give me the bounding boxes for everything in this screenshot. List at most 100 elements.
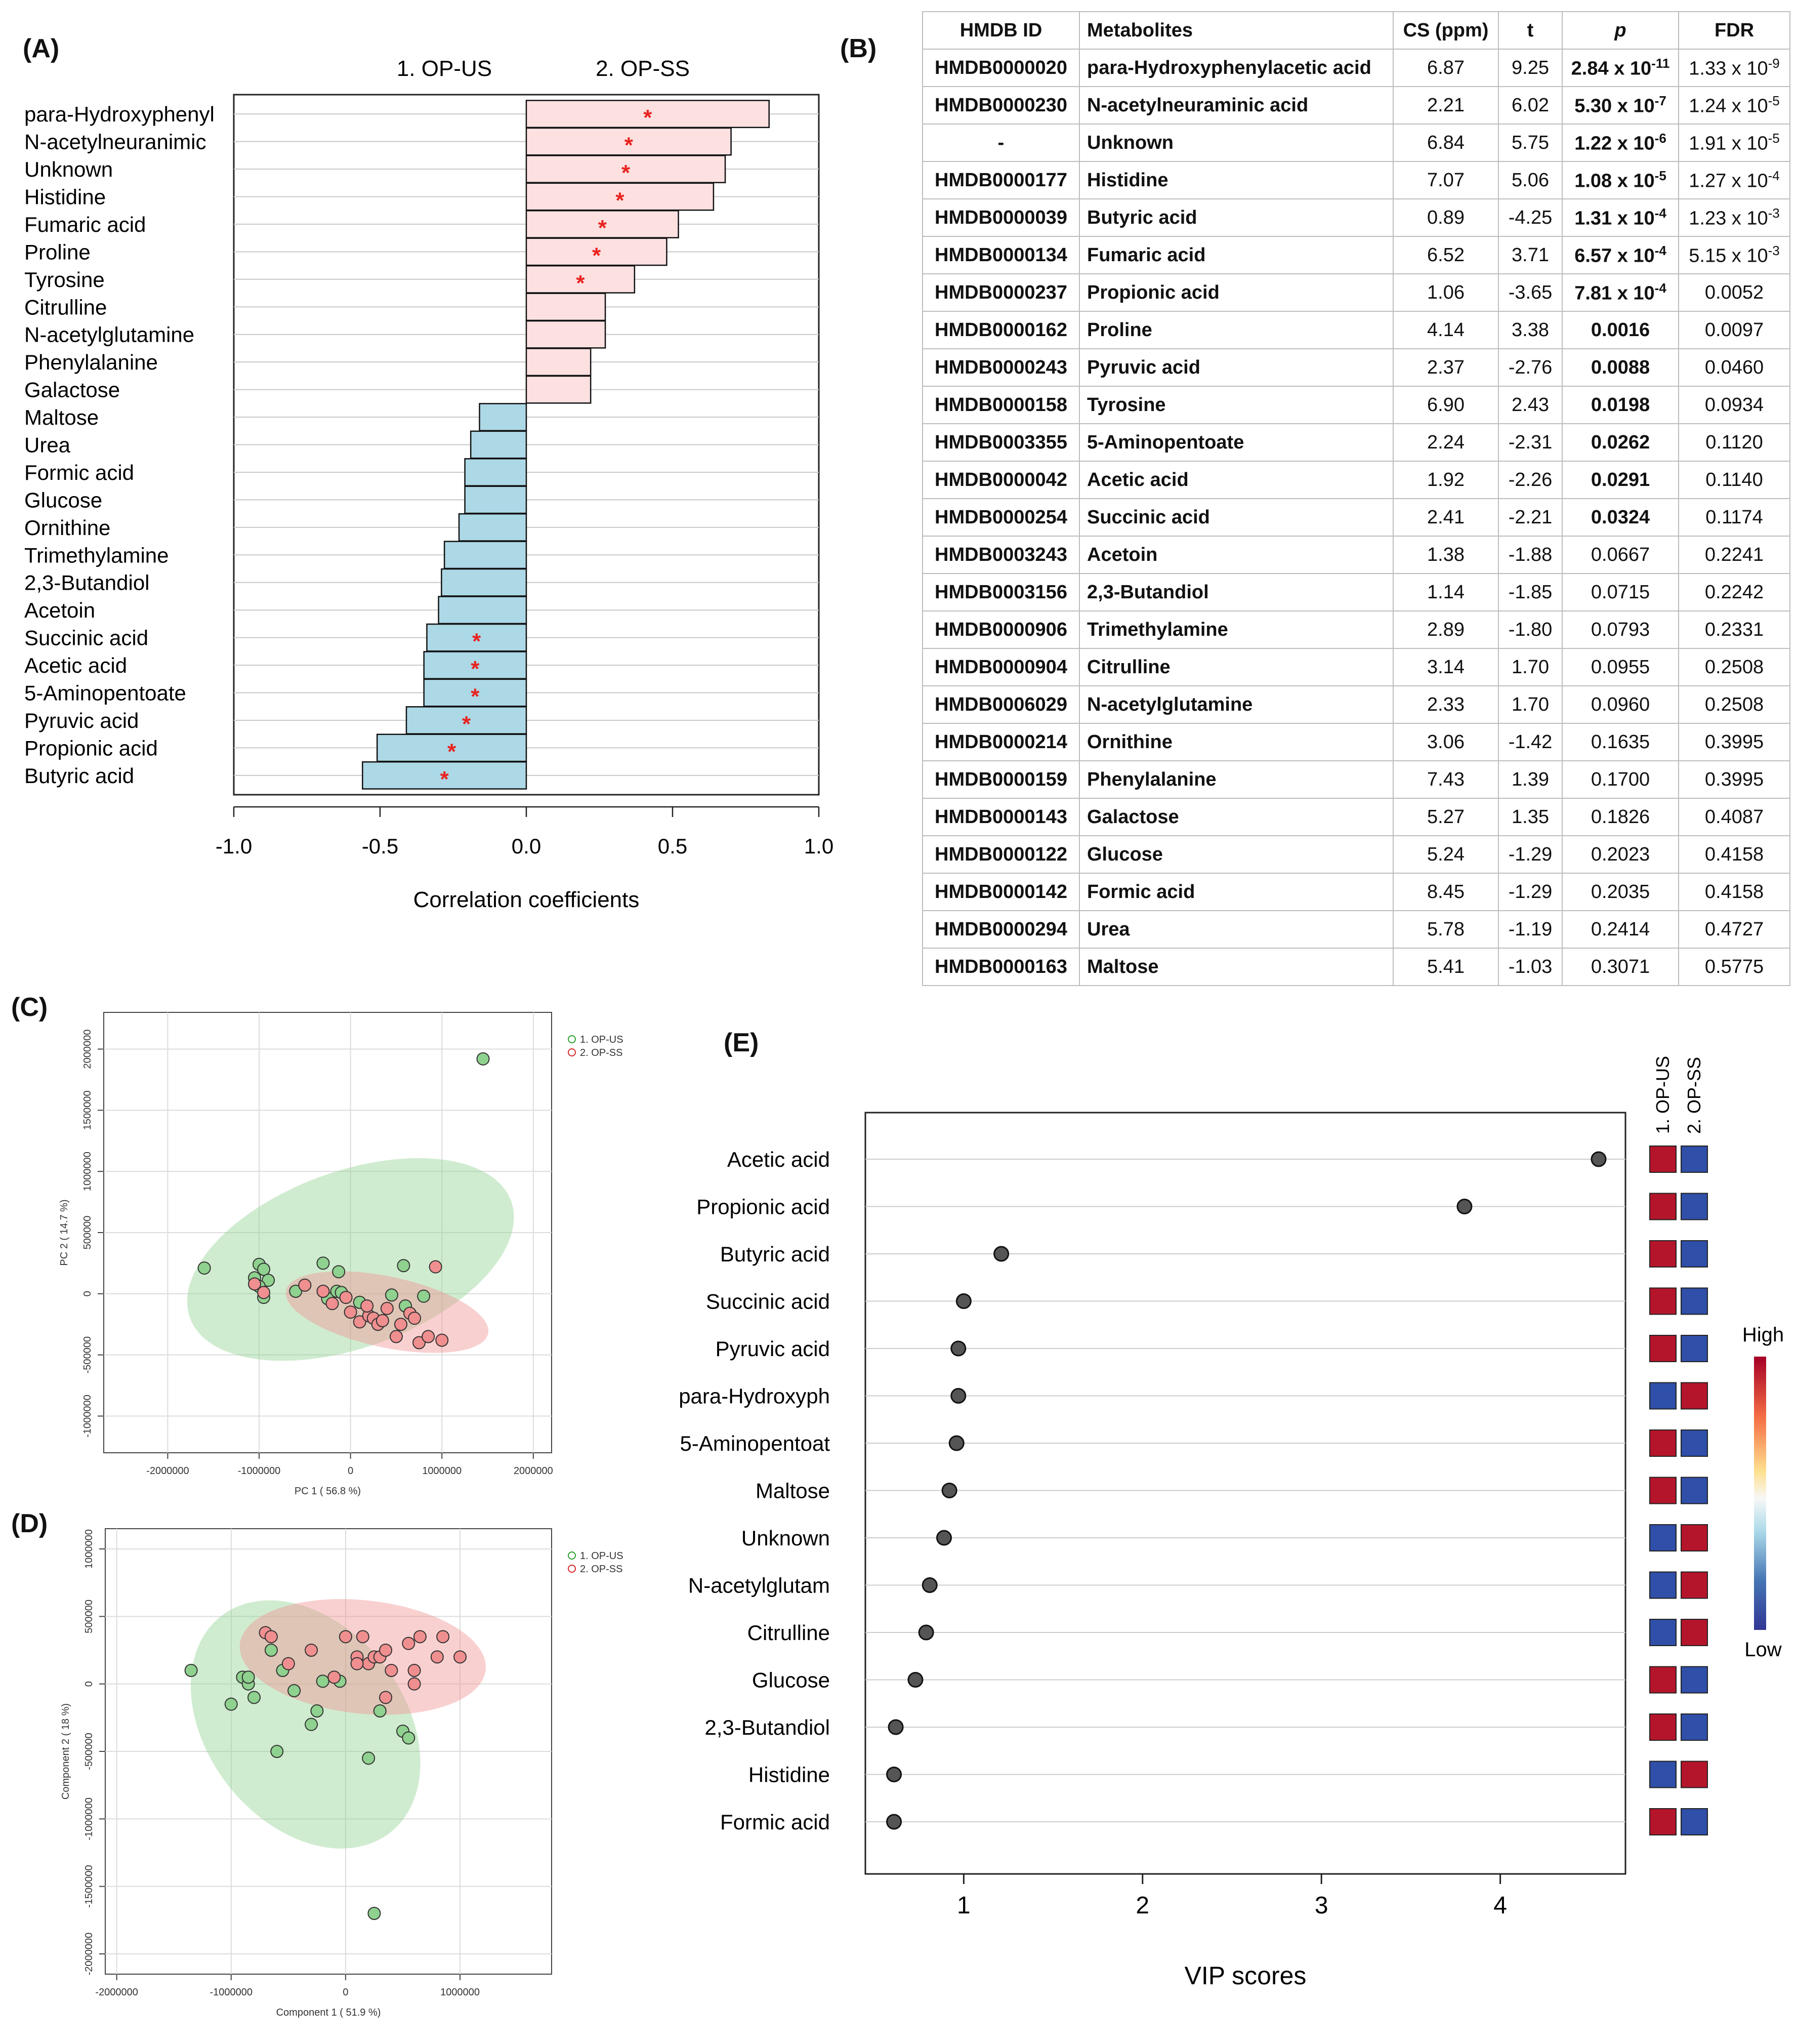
group-label: 1. OP-US bbox=[397, 56, 492, 81]
data-point-group-1 bbox=[264, 1644, 278, 1657]
hmdb-id-cell: HMDB0000163 bbox=[922, 948, 1080, 986]
significance-marker: * bbox=[471, 657, 480, 681]
metabolite-statistics-table: HMDB ID Metabolites CS (ppm) t p FDR HMD… bbox=[922, 11, 1790, 986]
fdr-cell: 0.4727 bbox=[1678, 910, 1790, 949]
data-point-group-2 bbox=[435, 1333, 449, 1347]
table-row: HMDB0000254 Succinic acid 2.41 -2.21 0.0324 0… bbox=[922, 498, 1790, 537]
p-value-cell-exponent: -6 bbox=[1654, 131, 1666, 146]
fdr-cell-mantissa: 0.2331 bbox=[1704, 619, 1764, 640]
t-value-cell: 9.25 bbox=[1498, 49, 1563, 87]
bar bbox=[525, 155, 726, 183]
hmdb-id-cell: HMDB0000177 bbox=[922, 161, 1080, 199]
heat-cell bbox=[1649, 1193, 1677, 1220]
y-axis-title: Component 2 ( 18 %) bbox=[60, 1703, 71, 1800]
correlation-bar-chart: 1. OP-US 2. OP-SS para-Hydroxyphenyl * N-ace… bbox=[24, 56, 833, 912]
metabolite-cell: Butyric acid bbox=[1079, 198, 1394, 237]
bar bbox=[525, 320, 606, 349]
p-value-cell-mantissa: 0.0262 bbox=[1591, 431, 1650, 453]
data-point-group-2 bbox=[380, 1301, 394, 1315]
fdr-cell: 5.15 x 10-3 bbox=[1678, 236, 1790, 274]
metabolite-cell: Glucose bbox=[1079, 835, 1394, 874]
x-tick-label: 0.0 bbox=[512, 834, 541, 858]
metabolite-cell: Maltose bbox=[1079, 948, 1394, 986]
table-row: HMDB0000134 Fumaric acid 6.52 3.71 6.57 x 10… bbox=[922, 236, 1790, 274]
x-tick-label: 4 bbox=[1493, 1892, 1507, 1919]
data-point-group-1 bbox=[197, 1261, 211, 1275]
p-value-cell-mantissa: 0.2035 bbox=[1591, 881, 1650, 903]
t-value-cell: -3.65 bbox=[1498, 273, 1563, 312]
heat-cell bbox=[1649, 1571, 1677, 1599]
fdr-cell-mantissa: 0.1120 bbox=[1705, 431, 1763, 453]
vip-point bbox=[948, 1435, 965, 1451]
y-tick-label: -1000000 bbox=[82, 1395, 93, 1438]
data-point-group-1 bbox=[289, 1285, 303, 1298]
heat-cell bbox=[1649, 1287, 1677, 1315]
column-header: Metabolites bbox=[1079, 11, 1394, 50]
category-label: Galactose bbox=[24, 378, 120, 402]
metabolite-cell: Fumaric acid bbox=[1079, 236, 1394, 274]
metabolite-cell: Tyrosine bbox=[1079, 386, 1394, 424]
data-point-group-2 bbox=[422, 1330, 435, 1343]
metabolite-cell: Acetic acid bbox=[1079, 461, 1394, 499]
heat-cell bbox=[1649, 1761, 1677, 1788]
vip-point bbox=[922, 1577, 938, 1593]
fdr-cell-mantissa: 0.2508 bbox=[1704, 656, 1764, 678]
p-value-cell: 0.0955 bbox=[1562, 648, 1679, 686]
y-tick-label: -500000 bbox=[82, 1336, 93, 1373]
panel-label-a: (A) bbox=[23, 34, 60, 63]
data-point-group-2 bbox=[248, 1277, 262, 1291]
category-label: Citrulline bbox=[24, 295, 107, 319]
metabolite-cell: Proline bbox=[1079, 311, 1394, 349]
panel-label-e: (E) bbox=[724, 1028, 759, 1057]
metabolite-cell: Ornithine bbox=[1079, 723, 1394, 761]
fdr-cell-mantissa: 1.33 x 10 bbox=[1689, 58, 1768, 79]
hmdb-id-cell: HMDB0000214 bbox=[922, 723, 1080, 761]
fdr-cell: 0.0097 bbox=[1678, 311, 1790, 349]
t-value-cell: -1.19 bbox=[1498, 910, 1563, 949]
group-label: 2. OP-SS bbox=[596, 56, 690, 81]
chemical-shift-cell: 3.06 bbox=[1393, 723, 1499, 761]
heat-cell bbox=[1681, 1761, 1708, 1788]
p-value-cell-exponent: -4 bbox=[1654, 206, 1666, 221]
fdr-cell: 1.33 x 10-9 bbox=[1678, 49, 1790, 87]
fdr-cell-mantissa: 0.3995 bbox=[1704, 731, 1764, 753]
fdr-cell: 0.3995 bbox=[1678, 723, 1790, 761]
significance-marker: * bbox=[643, 105, 652, 130]
p-value-cell-mantissa: 0.0291 bbox=[1591, 469, 1650, 490]
p-value-cell: 0.0793 bbox=[1562, 610, 1679, 649]
category-label: Acetic acid bbox=[24, 653, 127, 677]
hmdb-id-cell: HMDB0000158 bbox=[922, 386, 1080, 424]
fdr-cell: 1.23 x 10-3 bbox=[1678, 198, 1790, 237]
heat-cell bbox=[1649, 1146, 1677, 1173]
bar bbox=[464, 458, 527, 486]
t-value-cell: -1.80 bbox=[1498, 610, 1563, 649]
category-label: Unknown bbox=[741, 1526, 830, 1550]
p-value-cell-mantissa: 2.84 x 10 bbox=[1571, 58, 1652, 79]
fdr-cell: 0.4087 bbox=[1678, 798, 1790, 836]
vip-point bbox=[993, 1246, 1010, 1262]
fdr-cell-mantissa: 5.15 x 10 bbox=[1689, 245, 1768, 267]
table-row: HMDB0000143 Galactose 5.27 1.35 0.1826 0.4087 bbox=[922, 798, 1790, 836]
p-value-cell-mantissa: 0.2414 bbox=[1591, 918, 1650, 940]
significance-marker: * bbox=[472, 629, 481, 654]
hmdb-id-cell: - bbox=[922, 124, 1080, 162]
t-value-cell: 3.38 bbox=[1498, 311, 1563, 349]
p-value-cell: 0.1635 bbox=[1562, 723, 1679, 761]
category-label: para-Hydroxyphenyl bbox=[24, 102, 215, 126]
metabolite-cell: Galactose bbox=[1079, 798, 1394, 836]
chemical-shift-cell: 5.27 bbox=[1393, 798, 1499, 836]
table-row: HMDB0006029 N-acetylglutamine 2.33 1.70 0.09… bbox=[922, 685, 1790, 724]
table-header-row: HMDB ID Metabolites CS (ppm) t p FDR bbox=[922, 11, 1790, 50]
t-value-cell: -1.42 bbox=[1498, 723, 1563, 761]
fdr-cell-mantissa: 0.1174 bbox=[1705, 506, 1763, 528]
category-label: Formic acid bbox=[720, 1810, 830, 1834]
category-label: Acetic acid bbox=[727, 1148, 830, 1171]
p-value-cell: 0.0016 bbox=[1562, 311, 1679, 349]
table-row: HMDB0003355 5-Aminopentoate 2.24 -2.31 0.026… bbox=[922, 423, 1790, 462]
p-value-cell-mantissa: 0.0198 bbox=[1591, 394, 1650, 416]
x-axis-title: VIP scores bbox=[1185, 1961, 1307, 1990]
y-tick-label: -1000000 bbox=[83, 1797, 95, 1841]
x-axis-title: Component 1 ( 51.9 %) bbox=[276, 2007, 381, 2018]
fdr-cell: 1.24 x 10-5 bbox=[1678, 86, 1790, 125]
fdr-cell-exponent: -9 bbox=[1768, 56, 1780, 71]
